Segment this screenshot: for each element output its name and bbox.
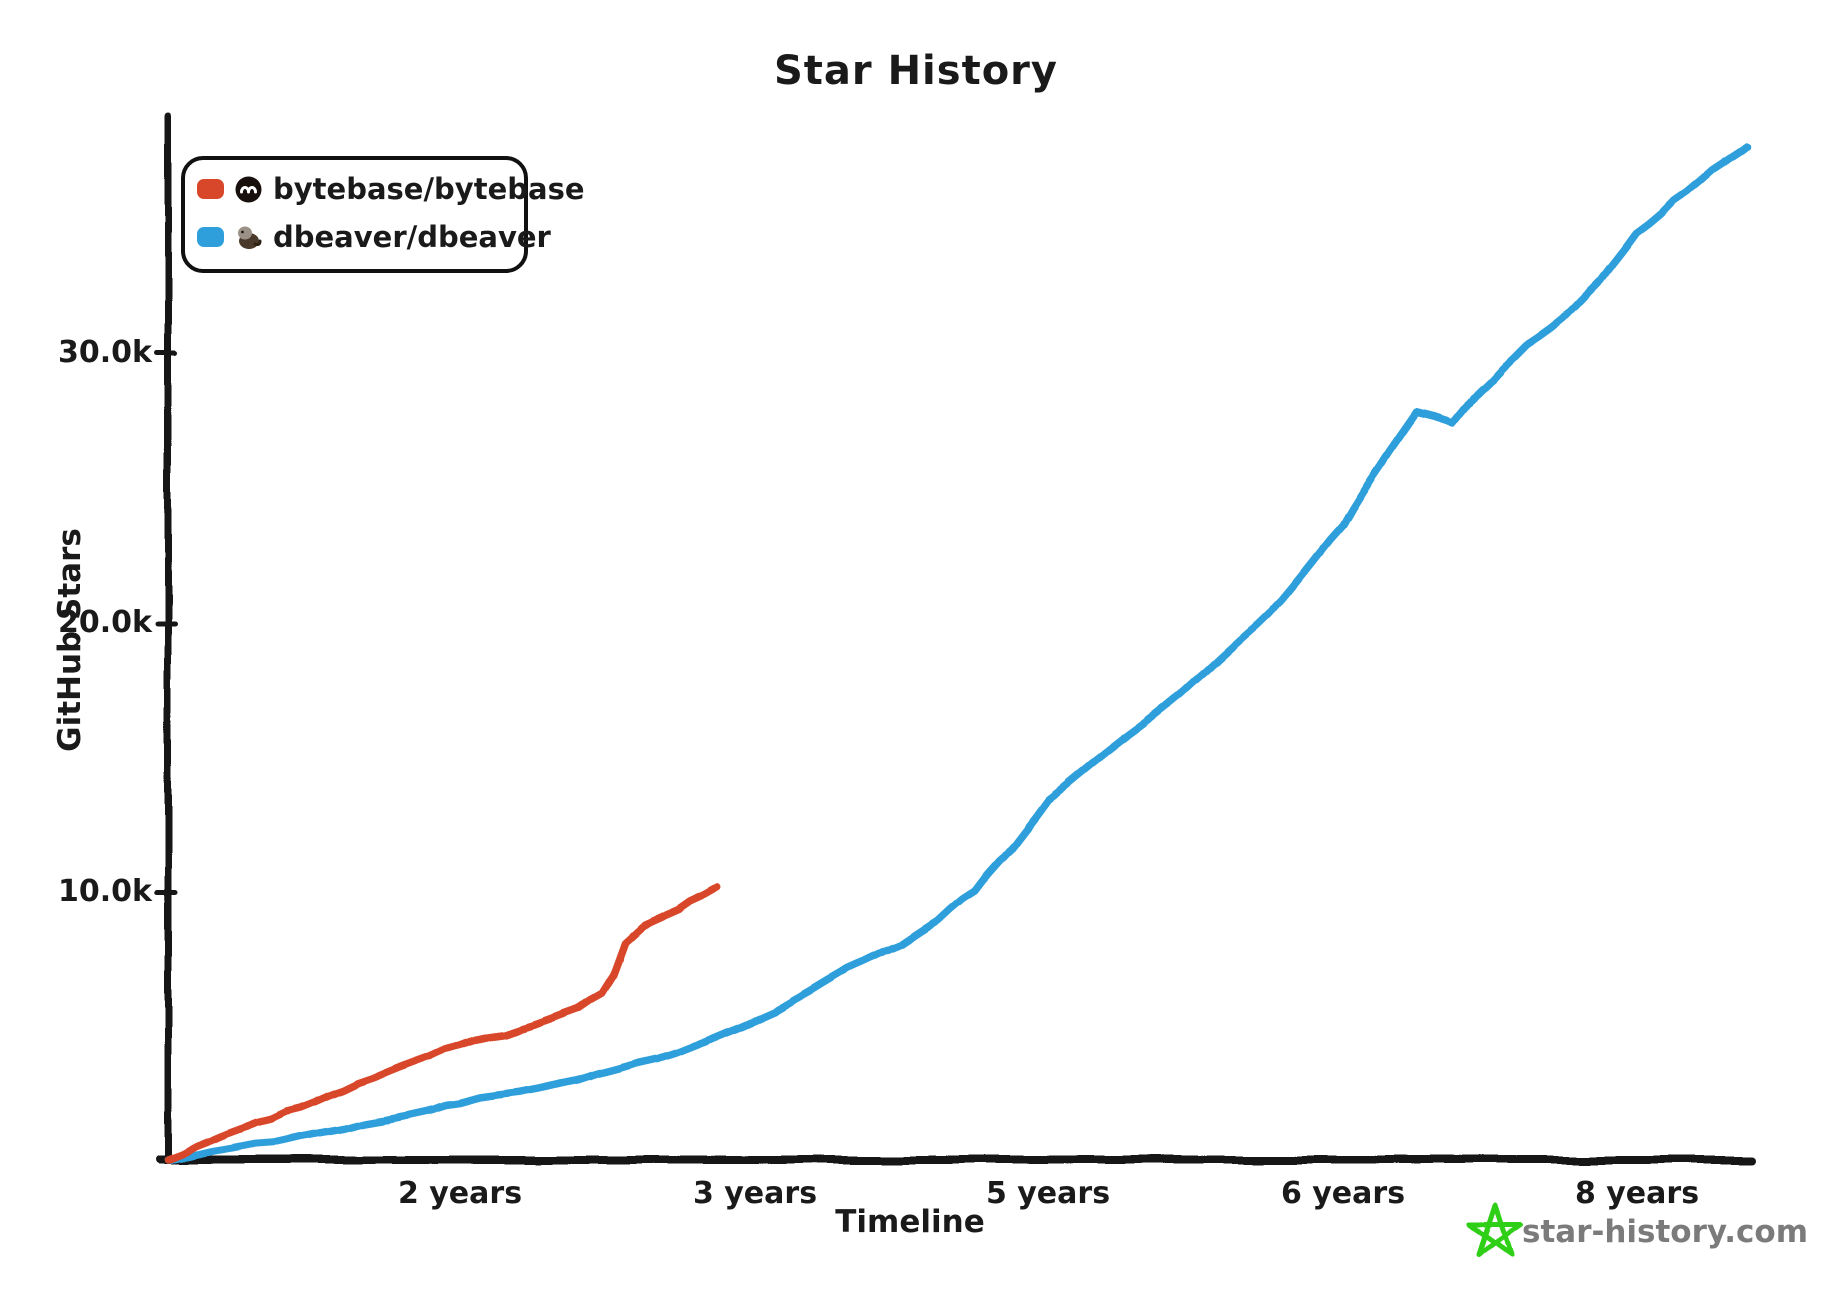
x-tick-label-6y: 6 years bbox=[1280, 1176, 1406, 1211]
legend-item-bytebase: bytebase/bytebase bbox=[197, 168, 585, 210]
watermark-text: star-history.com bbox=[1522, 1214, 1809, 1250]
legend-label-dbeaver: dbeaver/dbeaver bbox=[273, 220, 551, 254]
y-tick-label-30k: 30.0k bbox=[58, 335, 152, 370]
y-tick-label-10k: 10.0k bbox=[58, 874, 152, 909]
dbeaver-series-line bbox=[164, 142, 1752, 1164]
y-axis-ticks bbox=[154, 350, 178, 895]
bytebase-color-swatch bbox=[197, 179, 224, 199]
x-axis-title: Timeline bbox=[835, 1204, 985, 1240]
legend-box: bytebase/bytebase dbeaver/dbeaver bbox=[181, 156, 585, 273]
x-tick-label-5y: 5 years bbox=[985, 1176, 1111, 1211]
y-axis-title: GitHub Stars bbox=[52, 528, 88, 752]
x-tick-label-3y: 3 years bbox=[692, 1176, 818, 1211]
y-tick-label-20k: 20.0k bbox=[58, 605, 152, 640]
bytebase-avatar-icon bbox=[235, 176, 262, 202]
x-tick-label-8y: 8 years bbox=[1574, 1176, 1700, 1211]
chart-title: Star History bbox=[774, 48, 1058, 94]
dbeaver-avatar-icon bbox=[238, 226, 262, 249]
star-doodle-icon bbox=[1466, 1203, 1524, 1258]
legend-label-bytebase: bytebase/bytebase bbox=[273, 172, 585, 206]
bytebase-series-line bbox=[164, 884, 721, 1164]
x-tick-label-2y: 2 years bbox=[397, 1176, 523, 1211]
dbeaver-color-swatch bbox=[197, 227, 224, 247]
legend-item-dbeaver: dbeaver/dbeaver bbox=[197, 216, 551, 258]
